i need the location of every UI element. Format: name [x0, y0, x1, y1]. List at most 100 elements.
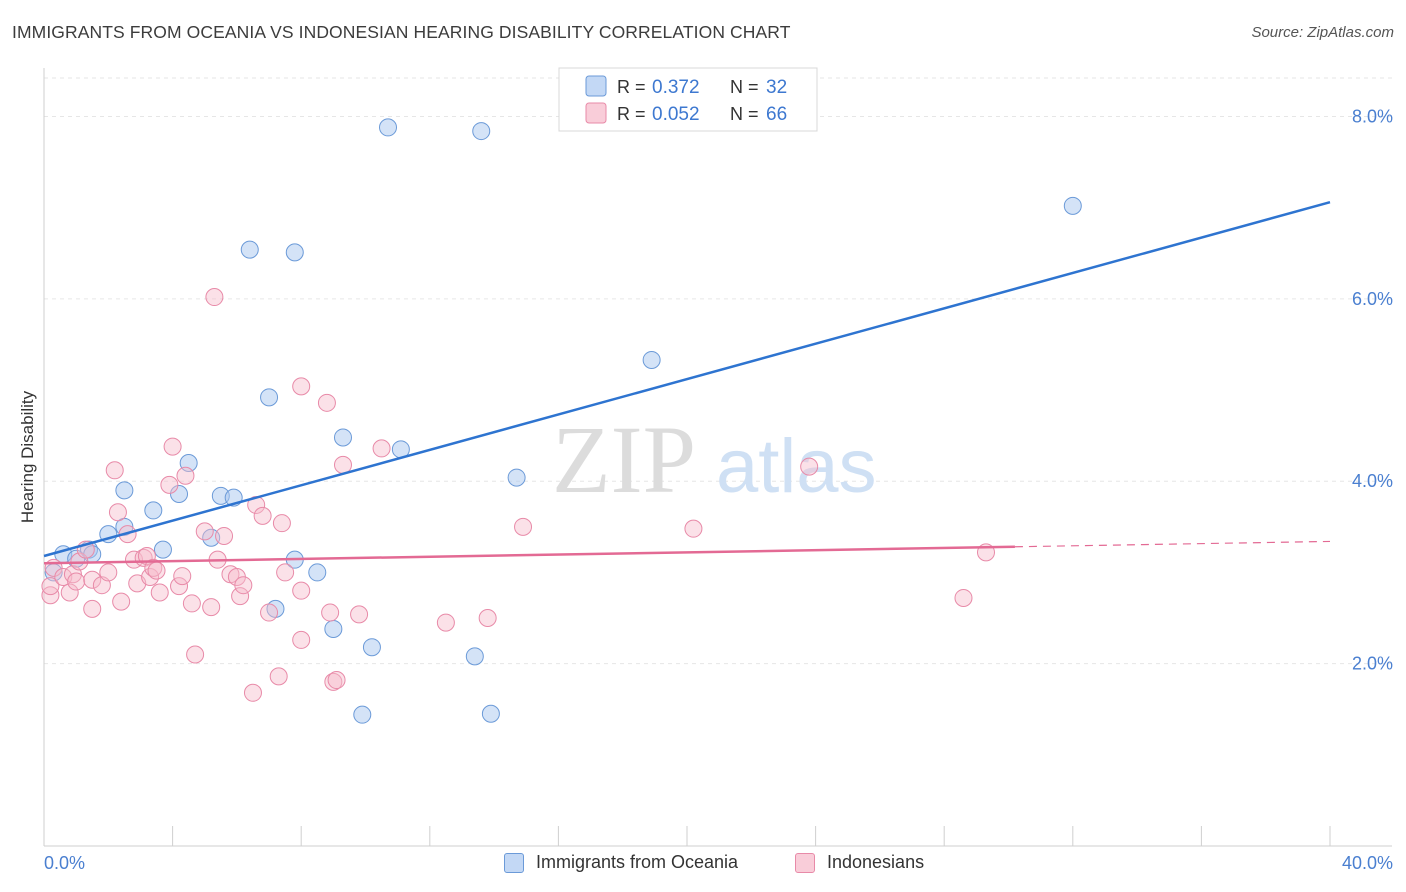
legend-n-value-2: 66: [766, 104, 787, 125]
point-indonesians: [324, 672, 343, 691]
point-indonesians: [83, 570, 102, 589]
point-oceania: [507, 468, 526, 487]
point-oceania: [1063, 196, 1082, 215]
point-indonesians: [234, 576, 253, 595]
axis-layer: 2.0% 4.0% 6.0% 8.0%: [43, 68, 1393, 847]
point-indonesians: [321, 603, 340, 622]
legend-r-value-2: 0.052: [652, 104, 700, 125]
y-axis-label: Hearing Disability: [18, 390, 37, 523]
point-oceania: [324, 619, 343, 638]
point-indonesians: [176, 466, 195, 485]
point-indonesians: [272, 514, 291, 533]
point-indonesians: [150, 583, 169, 602]
point-indonesians: [170, 577, 189, 596]
point-indonesians: [182, 594, 201, 613]
point-indonesians: [514, 517, 533, 536]
point-indonesians: [317, 393, 336, 412]
point-indonesians: [83, 599, 102, 618]
point-indonesians: [372, 439, 391, 458]
point-indonesians: [99, 563, 118, 582]
point-indonesians: [67, 572, 86, 591]
point-indonesians: [147, 561, 166, 580]
point-indonesians: [269, 667, 288, 686]
point-oceania: [362, 638, 381, 657]
y-tick-label: 6.0%: [1352, 289, 1393, 309]
watermark-atlas: atlas: [716, 424, 877, 509]
point-indonesians: [292, 630, 311, 649]
point-indonesians: [800, 457, 819, 476]
legend-item-indonesians: Indonesians: [795, 852, 924, 873]
point-oceania: [285, 243, 304, 262]
point-indonesians: [186, 645, 205, 664]
trend-line-indonesians-extension: [1014, 540, 1331, 548]
legend-n-label-2: N =: [730, 104, 759, 124]
point-indonesians: [215, 526, 234, 545]
point-oceania: [481, 704, 500, 723]
watermark-zip: ZIP: [552, 406, 696, 513]
legend-n-value-1: 32: [766, 77, 787, 98]
point-oceania: [240, 240, 259, 259]
points-layer: [41, 118, 1082, 724]
legend-n-label-1: N =: [730, 77, 759, 97]
legend-r-value-1: 0.372: [652, 77, 700, 98]
series-legend: Immigrants from Oceania Indonesians: [0, 852, 1406, 878]
point-indonesians: [202, 598, 221, 617]
legend-swatch-oceania: [585, 75, 607, 97]
point-indonesians: [41, 577, 60, 596]
point-oceania: [333, 428, 352, 447]
legend-r-label-1: R =: [617, 77, 646, 97]
point-indonesians: [243, 683, 262, 702]
point-indonesians: [276, 563, 295, 582]
point-oceania: [153, 540, 172, 559]
point-oceania: [472, 122, 491, 141]
trend-layer: [43, 200, 1331, 565]
legend-label-indonesians: Indonesians: [827, 852, 925, 872]
point-oceania: [170, 485, 189, 504]
point-oceania: [260, 388, 279, 407]
point-indonesians: [253, 506, 272, 525]
point-indonesians: [41, 586, 60, 605]
x-tick-label-max: 40.0%: [1342, 853, 1393, 873]
point-oceania: [353, 705, 372, 724]
point-indonesians: [195, 522, 214, 541]
y-tick-label: 2.0%: [1352, 654, 1393, 674]
point-indonesians: [108, 503, 127, 522]
legend-r-label-2: R =: [617, 104, 646, 124]
point-indonesians: [231, 587, 250, 606]
stats-legend: R = 0.372 N = 32 R = 0.052 N = 66: [558, 67, 818, 132]
point-indonesians: [173, 567, 192, 586]
point-oceania: [379, 118, 398, 137]
point-indonesians: [954, 588, 973, 607]
legend-swatch-indonesians-bottom: [795, 852, 815, 873]
point-indonesians: [292, 581, 311, 600]
point-indonesians: [260, 603, 279, 622]
point-indonesians: [684, 519, 703, 538]
point-indonesians: [292, 377, 311, 396]
point-indonesians: [105, 461, 124, 480]
legend-label-oceania: Immigrants from Oceania: [536, 852, 739, 872]
trend-line-oceania: [43, 200, 1331, 558]
point-oceania: [144, 501, 163, 520]
y-tick-label: 8.0%: [1352, 106, 1393, 126]
legend-swatch-oceania-bottom: [504, 852, 524, 873]
point-indonesians: [327, 671, 346, 690]
point-indonesians: [205, 288, 224, 307]
point-indonesians: [60, 583, 79, 602]
x-tick-label-min: 0.0%: [44, 853, 85, 873]
point-oceania: [465, 647, 484, 666]
legend-item-oceania: Immigrants from Oceania: [504, 852, 738, 873]
point-indonesians: [478, 609, 497, 628]
point-indonesians: [163, 437, 182, 456]
point-indonesians: [144, 558, 163, 577]
y-tick-label: 4.0%: [1352, 471, 1393, 491]
point-indonesians: [333, 455, 352, 474]
point-oceania: [115, 481, 134, 500]
point-indonesians: [350, 605, 369, 624]
chart-title: IMMIGRANTS FROM OCEANIA VS INDONESIAN HE…: [12, 22, 791, 42]
point-oceania: [642, 350, 661, 369]
point-indonesians: [112, 592, 131, 611]
point-indonesians: [160, 475, 179, 494]
legend-swatch-indonesians: [585, 102, 607, 124]
chart-source: Source: ZipAtlas.com: [1251, 24, 1394, 41]
